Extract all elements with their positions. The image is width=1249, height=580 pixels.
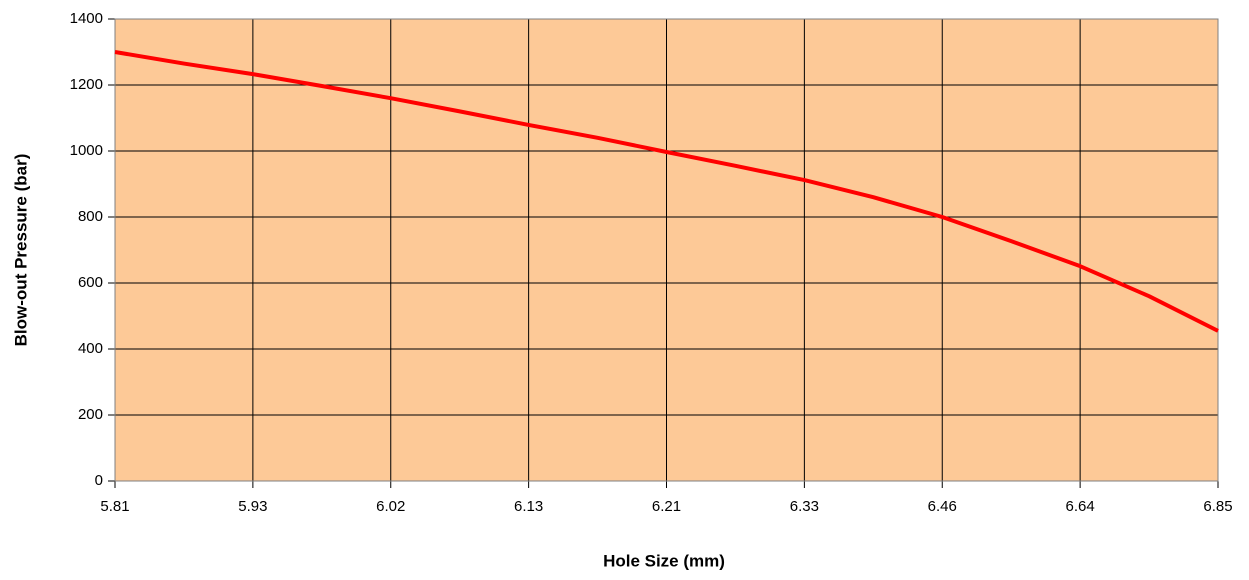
x-axis-title: Hole Size (mm) (603, 551, 725, 570)
y-tick-label: 1400 (70, 10, 103, 27)
data-line (114, 50, 1219, 333)
y-tick-label: 800 (78, 208, 103, 225)
y-tick-label: 1200 (70, 76, 103, 93)
x-tick-label: 6.02 (376, 498, 405, 515)
x-tick-label: 6.64 (1066, 498, 1095, 515)
y-tick-label: 600 (78, 274, 103, 291)
y-tick-label: 1000 (70, 142, 103, 159)
x-tick-label: 5.81 (100, 498, 129, 515)
y-tick-label: 400 (78, 340, 103, 357)
x-tick-label: 6.85 (1203, 498, 1232, 515)
x-tick-label: 6.21 (652, 498, 681, 515)
plot-border (114, 18, 1219, 482)
x-tick-label: 6.13 (514, 498, 543, 515)
y-axis-title: Blow-out Pressure (bar) (11, 154, 30, 347)
x-tick-label: 6.46 (928, 498, 957, 515)
y-tick-label: 0 (95, 472, 103, 489)
x-tick-label: 5.93 (238, 498, 267, 515)
y-tick-label: 200 (78, 406, 103, 423)
x-tick-label: 6.33 (790, 498, 819, 515)
